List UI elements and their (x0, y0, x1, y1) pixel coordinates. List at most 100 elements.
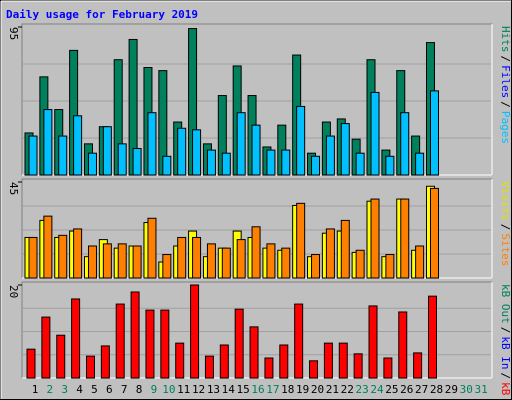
bar (281, 247, 291, 279)
bar (264, 357, 274, 379)
legend: Hits / Files / Pages (499, 26, 512, 144)
bar (73, 115, 83, 176)
bar (58, 135, 68, 176)
bar (400, 112, 410, 176)
x-tick-label: 14 (222, 383, 236, 396)
y-tick-label: 45 (7, 182, 20, 195)
bar (28, 236, 38, 279)
bar (160, 309, 170, 379)
bar (28, 135, 38, 176)
bar (266, 243, 276, 279)
bar (370, 91, 380, 176)
x-tick-label: 29 (445, 383, 458, 396)
x-tick-label: 23 (356, 383, 369, 396)
legend-separator: / (499, 373, 512, 380)
bar (353, 353, 363, 379)
x-tick-label: 12 (192, 383, 205, 396)
x-tick-label: 19 (296, 383, 309, 396)
bar (400, 198, 410, 279)
x-tick-label: 8 (136, 383, 143, 396)
x-tick-label: 10 (162, 383, 175, 396)
bar (415, 245, 425, 279)
x-tick-label: 26 (400, 383, 413, 396)
bar (296, 105, 306, 176)
x-tick-label: 6 (106, 383, 113, 396)
bar (190, 284, 200, 379)
bar (398, 311, 408, 379)
x-tick-label: 27 (415, 383, 428, 396)
bar (429, 187, 439, 279)
bar (41, 316, 51, 379)
bar (266, 149, 276, 176)
bar (162, 155, 172, 176)
legend-separator: / (499, 101, 512, 108)
bar (281, 149, 291, 176)
x-tick-label: 16 (251, 383, 264, 396)
legend: Visits / Sites (499, 181, 512, 267)
x-tick-label: 25 (385, 383, 398, 396)
bar (311, 155, 321, 176)
bar (71, 298, 81, 379)
bar (43, 109, 53, 176)
bar (204, 355, 214, 379)
bar (26, 348, 36, 379)
bar (296, 202, 306, 279)
x-tick-label: 22 (341, 383, 354, 396)
bar (87, 152, 97, 176)
x-tick-label: 13 (207, 383, 220, 396)
bar (355, 152, 365, 176)
y-tick-label: 20 (7, 285, 20, 298)
bar (102, 243, 112, 279)
legend-entry: Pages (499, 111, 512, 144)
x-tick-label: 31 (474, 383, 487, 396)
x-tick-label: 30 (460, 383, 473, 396)
x-tick-label: 28 (430, 383, 443, 396)
legend-entry: Visits (499, 181, 512, 221)
y-tick-label: 95 (7, 27, 20, 40)
bar (221, 247, 231, 279)
bar (385, 155, 395, 176)
bar (102, 126, 112, 176)
x-tick-label: 18 (281, 383, 294, 396)
x-tick-label: 3 (61, 383, 68, 396)
legend-entry: kB F (499, 382, 512, 400)
bar (177, 236, 187, 279)
bar (117, 143, 127, 176)
bar (325, 135, 335, 176)
bar (115, 303, 125, 379)
bar (177, 127, 187, 176)
bar (309, 360, 319, 379)
x-tick-label: 1 (32, 383, 39, 396)
bar (192, 236, 202, 279)
bar (132, 148, 142, 176)
bar (385, 254, 395, 279)
x-tick-label: 24 (370, 383, 384, 396)
bar (73, 228, 83, 279)
x-tick-label: 2 (47, 383, 54, 396)
bar (147, 217, 157, 279)
bar (429, 90, 439, 176)
legend-entry: Files (499, 65, 512, 98)
bar (323, 342, 333, 379)
bar (132, 245, 142, 279)
bar (117, 243, 127, 279)
bar (162, 254, 172, 279)
bar (311, 254, 321, 279)
bar (294, 303, 304, 379)
x-tick-label: 15 (237, 383, 250, 396)
bar (175, 342, 185, 379)
bar (100, 345, 110, 379)
bar (279, 344, 289, 379)
bar (340, 219, 350, 279)
x-tick-label: 7 (121, 383, 128, 396)
bar (192, 129, 202, 176)
bar (370, 198, 380, 279)
bar (206, 243, 216, 279)
legend-entry: kB Out (499, 284, 512, 324)
bar (236, 239, 246, 279)
bar (85, 355, 95, 379)
bar (325, 228, 335, 279)
legend-entry: Sites (499, 233, 512, 266)
bar (206, 149, 216, 176)
